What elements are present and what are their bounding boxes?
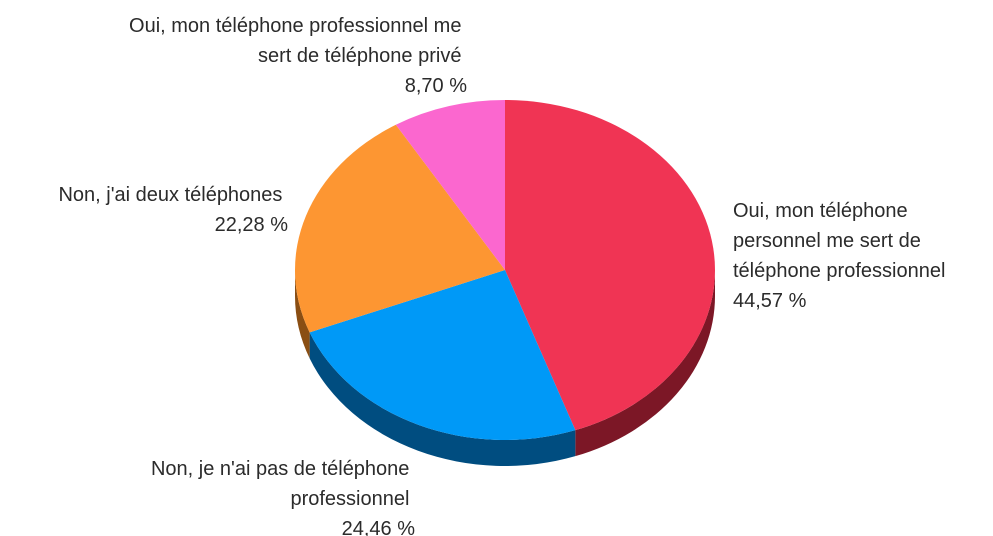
pie-slices	[295, 100, 715, 440]
pie-slice-no-pro-phone[interactable]	[309, 270, 576, 440]
slice-label-no-pro-phone: Non, je n'ai pas de téléphone profession…	[151, 458, 415, 536]
slice-label-pro-as-private: Oui, mon téléphone professionnel me sert…	[129, 15, 467, 97]
pie-depth	[295, 270, 715, 466]
pie-slice-two-phones[interactable]	[295, 124, 505, 333]
pie-side-no-pro-phone	[309, 332, 576, 466]
pie-slice-pro-as-private[interactable]	[395, 100, 505, 270]
pie-side-two-phones	[295, 270, 310, 359]
slice-label-two-phones: Non, j'ai deux téléphones 22,28 %	[58, 184, 288, 236]
slice-label-personal-as-pro: Oui, mon téléphone personnel me sert de …	[733, 200, 951, 312]
pie-slice-personal-as-pro[interactable]	[505, 100, 715, 431]
pie-side-personal-as-pro	[575, 270, 715, 457]
